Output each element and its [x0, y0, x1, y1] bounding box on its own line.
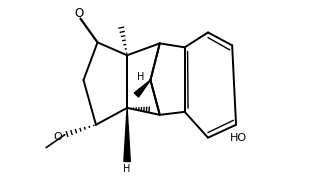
- Text: O: O: [74, 7, 84, 20]
- Polygon shape: [134, 80, 150, 97]
- Text: H: H: [137, 72, 145, 82]
- Polygon shape: [124, 108, 130, 162]
- Text: O: O: [53, 132, 62, 142]
- Text: H: H: [123, 164, 131, 174]
- Text: HO: HO: [230, 133, 246, 143]
